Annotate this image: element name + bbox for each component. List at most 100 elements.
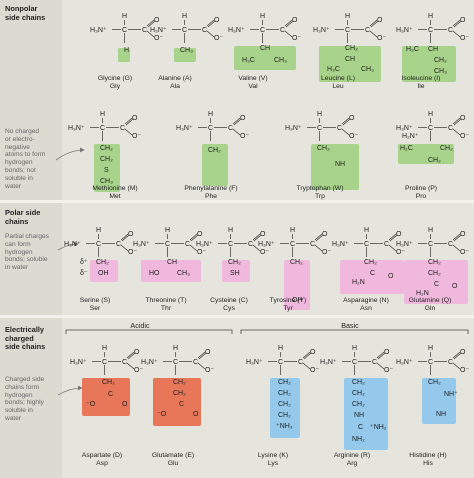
val-alpha-carbon: C (260, 27, 265, 34)
leu-alpha-carbon: C (345, 27, 350, 34)
ala-alpha-h: H (182, 13, 187, 20)
lys-side-chain-atom: ⁺NH₃ (276, 423, 293, 430)
glu-side-chain-atom: C (179, 401, 184, 408)
thr-side-chain-atom: CH₃ (177, 270, 190, 277)
leu-carbonyl-o: O (377, 17, 383, 24)
val-carboxylate-o: O⁻ (292, 35, 301, 42)
gln-side-chain-atom: C (434, 281, 439, 288)
met-side-chain-atom: CH₂ (100, 145, 113, 152)
gly-carboxyl-carbon: C (142, 27, 147, 34)
ser-alpha-h: H (96, 227, 101, 234)
ala-carbonyl-o: O (214, 17, 220, 24)
cys-name: Cysteine (C) (210, 297, 248, 304)
thr-carboxylate-o: O⁻ (197, 249, 206, 256)
ser-alpha-carbon: C (96, 241, 101, 248)
leu-side-chain-highlight (319, 46, 381, 82)
cys-amino-group: H₃N⁺ (196, 241, 213, 248)
lys-carboxyl-carbon: C (298, 359, 303, 366)
val-abbreviation: Val (248, 83, 258, 91)
arg-abbreviation: Arg (346, 460, 358, 468)
ala-side-chain-highlight (174, 48, 196, 62)
gln-carbonyl-o: O (460, 231, 466, 238)
leu-side-chain-atom: CH₂ (345, 45, 358, 52)
ala-carboxyl-carbon: C (202, 27, 207, 34)
ser-label: Serine (S) Ser (55, 297, 135, 313)
phe-carboxyl-carbon: C (228, 125, 233, 132)
gln-side-chain-atom: CH₂ (428, 270, 441, 277)
thr-side-chain-atom: HO (149, 270, 160, 277)
ile-carbonyl-o: O (460, 17, 466, 24)
ala-label: Alanine (A) Ala (135, 75, 215, 91)
arg-side-chain-atom: CH₂ (352, 401, 365, 408)
his-abbreviation: His (423, 460, 433, 468)
pro-carboxyl-carbon: C (448, 125, 453, 132)
ser-abbreviation: Ser (89, 305, 101, 313)
ser-carbonyl-o: O (128, 231, 134, 238)
his-alpha-carbon: C (428, 359, 433, 366)
leu-carboxyl-carbon: C (365, 27, 370, 34)
asp-carbonyl-o: O (134, 349, 140, 356)
glu-alpha-carbon: C (173, 359, 178, 366)
arg-amino-group: H₃N⁺ (320, 359, 337, 366)
trp-carboxyl-carbon: C (337, 125, 342, 132)
thr-alpha-carbon: C (165, 241, 170, 248)
val-amino-group: H₃N⁺ (228, 27, 245, 34)
leu-side-chain-atom: CH₃ (361, 66, 374, 73)
arg-alpha-h: H (352, 345, 357, 352)
divider (0, 315, 474, 318)
tyr-carboxylate-o: O⁻ (322, 249, 331, 256)
his-carboxylate-o: O⁻ (460, 367, 469, 374)
pro-side-chain-highlight (398, 144, 454, 164)
glu-side-chain-atom: O (193, 411, 199, 418)
trp-abbreviation: Trp (315, 193, 325, 201)
asp-side-chain-atom: CH₂ (102, 379, 115, 386)
asp-abbreviation: Asp (96, 460, 108, 468)
arg-carboxyl-carbon: C (372, 359, 377, 366)
trp-carboxylate-o: O⁻ (349, 133, 358, 140)
lys-carbonyl-o: O (310, 349, 316, 356)
nonpolar-header: Nonpolar side chains (5, 4, 46, 22)
val-alpha-h: H (260, 13, 265, 20)
lys-abbreviation: Lys (267, 460, 279, 468)
ser-side-chain-atom: CH₂ (96, 259, 109, 266)
ala-abbreviation: Ala (170, 83, 180, 91)
asn-carboxyl-carbon: C (384, 241, 389, 248)
ala-amino-group: H₃N⁺ (150, 27, 167, 34)
tyr-alpha-h: H (290, 227, 295, 234)
pro-side-chain-atom: CH₂ (428, 157, 441, 164)
asp-alpha-carbon: C (102, 359, 107, 366)
arg-side-chain-atom: CH₂ (352, 379, 365, 386)
ile-side-chain-atom: CH₃ (434, 68, 447, 75)
ile-side-chain-atom: CH (428, 46, 438, 53)
lys-side-chain-atom: CH₂ (278, 390, 291, 397)
thr-name: Threonine (T) (145, 297, 187, 304)
glu-carboxyl-carbon: C (193, 359, 198, 366)
cys-label: Cysteine (C) Cys (189, 297, 269, 313)
basic-group-label: Basic (341, 321, 359, 330)
val-label: Valine (V) Val (213, 75, 293, 91)
met-side-chain-atom: CH₂ (100, 156, 113, 163)
gln-name: Glutamine (Q) (408, 297, 452, 304)
asn-side-chain-atom: O (388, 273, 394, 280)
asp-alpha-h: H (102, 345, 107, 352)
glu-side-chain-highlight (153, 378, 201, 426)
gln-carboxyl-carbon: C (448, 241, 453, 248)
tyr-name: Tyrosine (Y) (269, 297, 307, 304)
arg-carbonyl-o: O (384, 349, 390, 356)
arg-name: Arginine (R) (333, 452, 371, 459)
arg-side-chain-atom: ⁺NH₂ (370, 424, 387, 431)
leu-side-chain-atom: CH (345, 56, 355, 63)
trp-side-chain-atom: NH (335, 161, 345, 168)
asn-amino-group: H₃N⁺ (332, 241, 349, 248)
met-label: Methionine (M) Met (75, 185, 155, 201)
